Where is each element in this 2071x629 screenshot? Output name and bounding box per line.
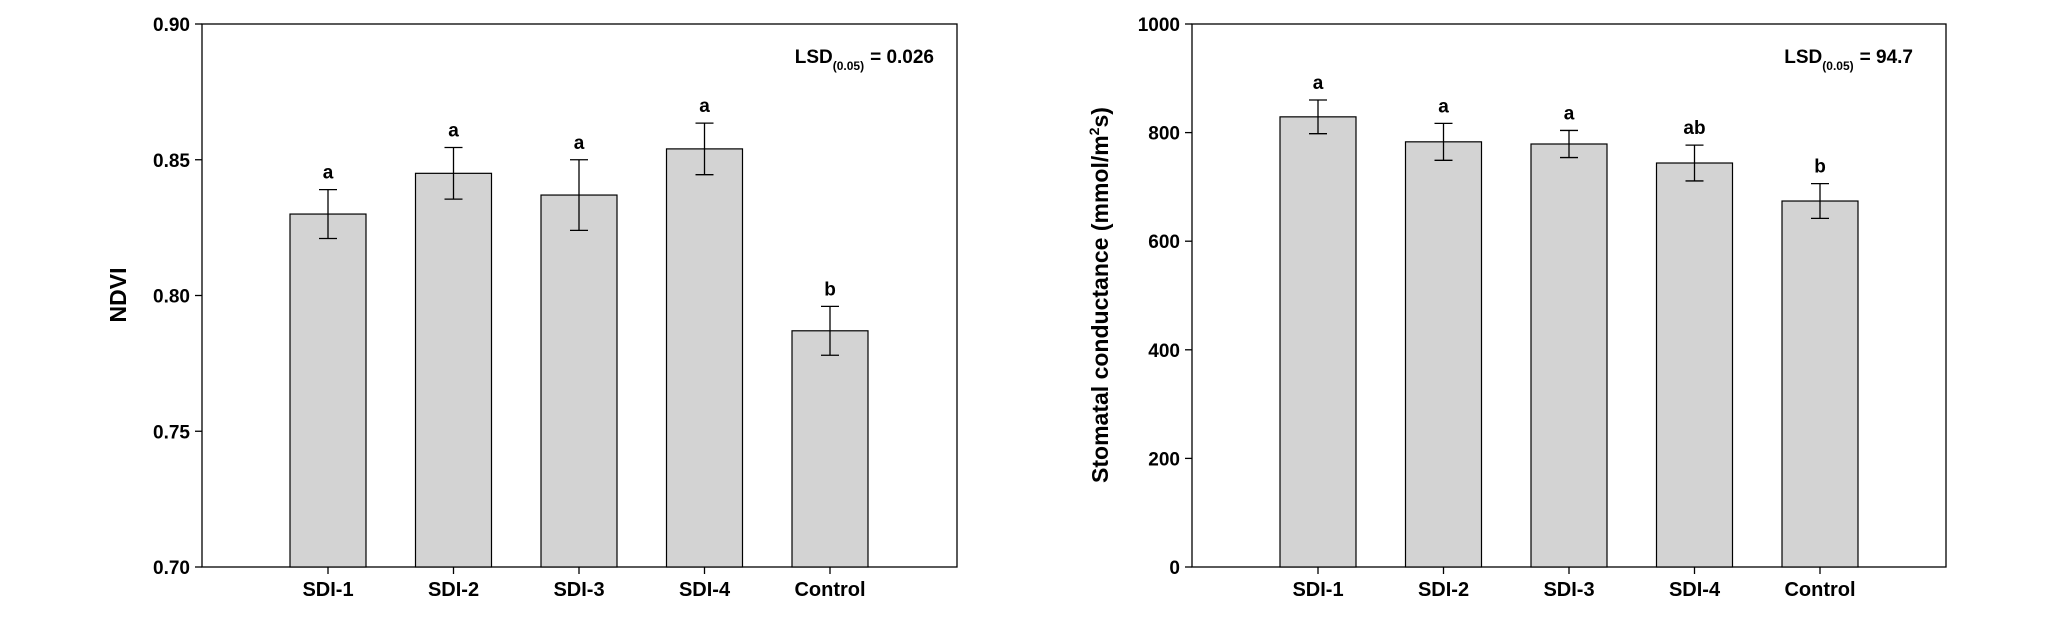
significance-letter: a [574,133,585,154]
bar-sdi-2 [414,172,493,568]
y-tick-label: 1000 [1138,15,1180,36]
gs-y-axis-label: Stomatal conductance (mmol/m2s) [1086,107,1113,483]
category-label: SDI-4 [1669,579,1721,601]
category-label: SDI-3 [553,579,604,601]
significance-letter: a [1313,73,1324,94]
category-label: SDI-1 [1292,579,1343,601]
bar-sdi-1 [289,213,367,568]
bar-sdi-3 [1530,143,1608,568]
significance-letter: a [699,96,710,117]
y-tick-label: 0.90 [153,15,190,36]
y-tick-label: 0 [1169,558,1180,579]
bar-sdi-1 [1279,116,1357,568]
gs-category-labels: SDI-1 SDI-2 SDI-3 SDI-4 Control [1292,567,1856,601]
ndvi-bars: a a a a b [289,96,869,568]
y-tick-label: 600 [1148,232,1180,253]
gs-y-ticks: 0 200 400 600 800 1000 [1138,15,1192,579]
category-label: SDI-1 [302,579,353,601]
bar-sdi-3 [540,194,618,568]
ndvi-lsd-annotation: LSD(0.05) = 0.026 [795,47,934,73]
y-tick-label: 800 [1148,124,1180,145]
significance-letter: a [448,121,459,142]
ndvi-y-axis-label: NDVI [105,268,131,323]
significance-letter: a [1438,96,1449,117]
significance-letter: b [1814,157,1826,178]
bar-control [791,330,869,568]
category-label: SDI-2 [1418,579,1469,601]
bar-sdi-2 [1404,141,1483,568]
category-label: Control [1784,579,1855,601]
ndvi-category-labels: SDI-1 SDI-2 SDI-3 SDI-4 Control [302,567,866,601]
bar-sdi-4 [1655,162,1734,568]
y-tick-label: 0.85 [153,151,190,172]
y-tick-label: 400 [1148,341,1180,362]
category-label: SDI-4 [679,579,731,601]
significance-letter: ab [1683,118,1705,139]
gs-bars: a a a ab b [1279,73,1859,568]
bar-control [1781,200,1859,568]
y-tick-label: 0.80 [153,287,190,308]
category-label: Control [794,579,865,601]
significance-letter: a [323,163,334,184]
stomatal-conductance-chart: 0 200 400 600 800 1000 a a a ab b SDI-1 SDI-2 SDI-3… [1086,15,1947,601]
significance-letter: b [824,279,836,300]
ndvi-y-ticks: 0.70 0.75 0.80 0.85 0.90 [153,15,202,579]
category-label: SDI-2 [428,579,479,601]
y-tick-label: 0.70 [153,558,190,579]
bar-sdi-4 [665,148,744,568]
y-tick-label: 0.75 [153,422,190,443]
category-label: SDI-3 [1543,579,1594,601]
y-tick-label: 200 [1148,449,1180,470]
gs-lsd-annotation: LSD(0.05) = 94.7 [1784,47,1913,73]
significance-letter: a [1564,103,1575,124]
